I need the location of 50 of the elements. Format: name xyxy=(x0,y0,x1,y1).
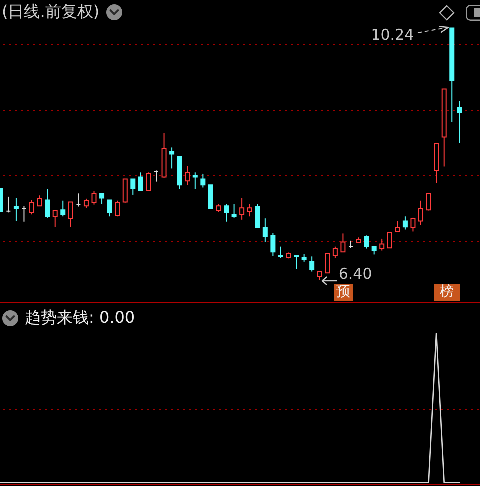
candlestick xyxy=(255,204,260,228)
candlestick xyxy=(294,256,300,270)
candlestick xyxy=(325,254,330,274)
candlestick xyxy=(92,190,97,206)
chart-title: (日线.前复权) xyxy=(2,2,100,22)
candlestick xyxy=(115,200,120,218)
annotation: 预 xyxy=(334,284,353,301)
chart-title: 趋势来钱: 0.00 xyxy=(25,308,136,328)
candlestick xyxy=(317,270,322,281)
candlestick xyxy=(395,220,400,232)
candlestick xyxy=(240,198,245,220)
candlestick xyxy=(84,198,89,209)
candlestick xyxy=(192,172,198,190)
candlestick xyxy=(200,173,206,188)
annotation: 10.24 xyxy=(371,26,414,44)
candlestick xyxy=(262,218,268,243)
candlestick xyxy=(208,184,214,210)
candlestick xyxy=(310,256,315,272)
candlestick xyxy=(402,216,408,230)
candlestick xyxy=(30,200,35,216)
candlestick xyxy=(122,178,128,204)
candlestick xyxy=(37,195,42,207)
candlestick xyxy=(232,204,237,218)
candlestick xyxy=(60,200,66,218)
candlestick xyxy=(247,204,252,218)
candlestick xyxy=(387,232,392,249)
candlestick xyxy=(426,192,432,212)
candlestick xyxy=(170,147,175,170)
candlestick xyxy=(224,204,230,222)
candlestick xyxy=(278,246,284,258)
candlestick xyxy=(107,200,112,218)
candlestick xyxy=(364,235,370,250)
candlestick xyxy=(100,193,105,205)
candlestick xyxy=(332,246,338,258)
candlestick xyxy=(457,100,462,144)
annotation: 6.40 xyxy=(338,265,372,284)
candlestick xyxy=(270,232,276,257)
candlestick xyxy=(418,200,424,226)
candlestick xyxy=(52,210,58,228)
candlestick xyxy=(68,202,74,228)
candlestick xyxy=(185,166,190,186)
candlestick xyxy=(340,233,346,253)
candlestick xyxy=(380,238,385,252)
candlestick xyxy=(410,217,416,232)
annotation: 榜 xyxy=(434,284,460,301)
candlestick xyxy=(130,178,136,196)
candlestick xyxy=(45,188,50,218)
candlestick xyxy=(138,172,144,192)
candlestick xyxy=(146,172,152,192)
candlestick xyxy=(14,198,19,222)
